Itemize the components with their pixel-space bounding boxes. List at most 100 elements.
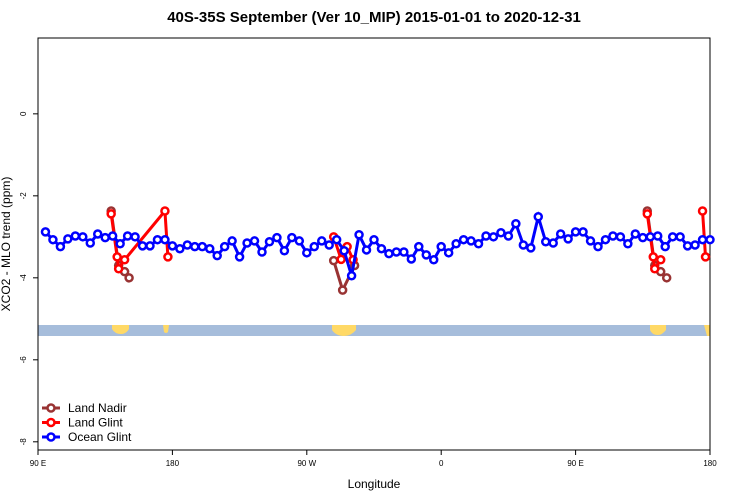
data-point bbox=[600, 234, 611, 245]
data-point bbox=[690, 240, 700, 250]
data-point bbox=[287, 232, 297, 243]
x-tick-label: 90 E bbox=[30, 459, 46, 468]
data-point bbox=[145, 241, 155, 251]
legend-label: Ocean Glint bbox=[68, 430, 132, 444]
land-mask-strip bbox=[38, 325, 710, 336]
data-point bbox=[130, 232, 140, 242]
data-point bbox=[48, 234, 58, 245]
data-point bbox=[652, 231, 663, 241]
data-point bbox=[257, 247, 267, 257]
data-point bbox=[78, 232, 88, 242]
y-axis-label: XCO2 - MLO trend (ppm) bbox=[0, 177, 13, 312]
data-point bbox=[112, 252, 122, 262]
data-point bbox=[428, 255, 439, 265]
data-point bbox=[648, 252, 659, 262]
data-point bbox=[113, 264, 124, 274]
y-tick-label: -4 bbox=[19, 274, 28, 282]
data-point bbox=[106, 209, 116, 219]
data-point bbox=[451, 239, 461, 249]
data-point bbox=[555, 229, 566, 239]
data-point bbox=[630, 229, 641, 239]
data-point bbox=[137, 241, 148, 251]
data-point bbox=[384, 248, 394, 259]
y-tick-label: -6 bbox=[19, 356, 28, 364]
data-point bbox=[667, 232, 678, 242]
legend-marker bbox=[46, 403, 56, 413]
data-point bbox=[294, 236, 305, 246]
data-point bbox=[163, 252, 173, 262]
data-point bbox=[336, 254, 346, 265]
data-point bbox=[623, 239, 633, 249]
x-axis-label: Longitude bbox=[348, 477, 401, 491]
data-point bbox=[85, 238, 96, 248]
data-point bbox=[458, 234, 469, 245]
data-point bbox=[661, 273, 672, 283]
data-point bbox=[518, 240, 529, 250]
data-point bbox=[92, 229, 103, 239]
data-point bbox=[585, 236, 596, 246]
data-point bbox=[361, 245, 372, 255]
data-point bbox=[182, 240, 193, 250]
data-point bbox=[563, 234, 573, 244]
data-point bbox=[540, 236, 551, 247]
data-point bbox=[249, 236, 260, 246]
data-point bbox=[421, 250, 432, 260]
data-point bbox=[124, 273, 134, 283]
data-point bbox=[406, 254, 417, 264]
data-point bbox=[682, 241, 693, 251]
data-point bbox=[615, 232, 626, 242]
x-tick-label: 90 W bbox=[297, 459, 316, 468]
data-point bbox=[160, 206, 170, 216]
data-point bbox=[115, 239, 125, 249]
data-point bbox=[496, 227, 506, 238]
y-tick-label: 0 bbox=[19, 111, 28, 116]
data-point bbox=[660, 241, 670, 252]
data-point bbox=[160, 234, 170, 245]
data-point bbox=[414, 241, 424, 252]
data-point bbox=[324, 240, 334, 250]
data-point bbox=[473, 239, 484, 249]
data-point bbox=[152, 234, 163, 245]
legend-marker bbox=[46, 417, 56, 428]
data-point bbox=[100, 232, 110, 243]
data-point bbox=[697, 234, 708, 245]
data-point bbox=[642, 209, 653, 219]
data-point bbox=[219, 241, 230, 252]
data-point bbox=[376, 243, 387, 254]
data-point bbox=[369, 234, 379, 245]
data-point bbox=[481, 231, 491, 241]
data-point bbox=[107, 231, 118, 241]
data-point bbox=[399, 247, 409, 257]
data-point bbox=[122, 231, 133, 241]
data-point bbox=[242, 238, 252, 248]
data-point bbox=[40, 227, 51, 237]
y-tick-label: -2 bbox=[19, 192, 28, 200]
data-point bbox=[443, 248, 454, 258]
data-point bbox=[649, 264, 660, 274]
data-point bbox=[593, 241, 603, 252]
data-point bbox=[63, 234, 73, 244]
data-point bbox=[354, 230, 364, 240]
legend-marker bbox=[46, 432, 56, 442]
legend-label: Land Glint bbox=[68, 416, 123, 430]
data-point bbox=[705, 234, 715, 245]
data-point bbox=[533, 211, 544, 222]
chart-title: 40S-35S September (Ver 10_MIP) 2015-01-0… bbox=[167, 9, 581, 26]
data-point bbox=[167, 241, 178, 251]
data-point bbox=[175, 243, 185, 254]
data-point bbox=[264, 236, 275, 247]
data-point bbox=[503, 231, 514, 241]
legend-label: Land Nadir bbox=[68, 401, 127, 415]
y-tick-label: -8 bbox=[19, 438, 28, 446]
data-point bbox=[511, 218, 521, 229]
data-point bbox=[548, 238, 558, 248]
data-point bbox=[279, 246, 290, 256]
data-point bbox=[272, 232, 282, 243]
data-point bbox=[337, 285, 348, 295]
data-point bbox=[302, 248, 312, 258]
data-point bbox=[436, 241, 446, 252]
data-point bbox=[212, 250, 222, 261]
data-point bbox=[204, 243, 215, 254]
data-point bbox=[608, 231, 618, 241]
